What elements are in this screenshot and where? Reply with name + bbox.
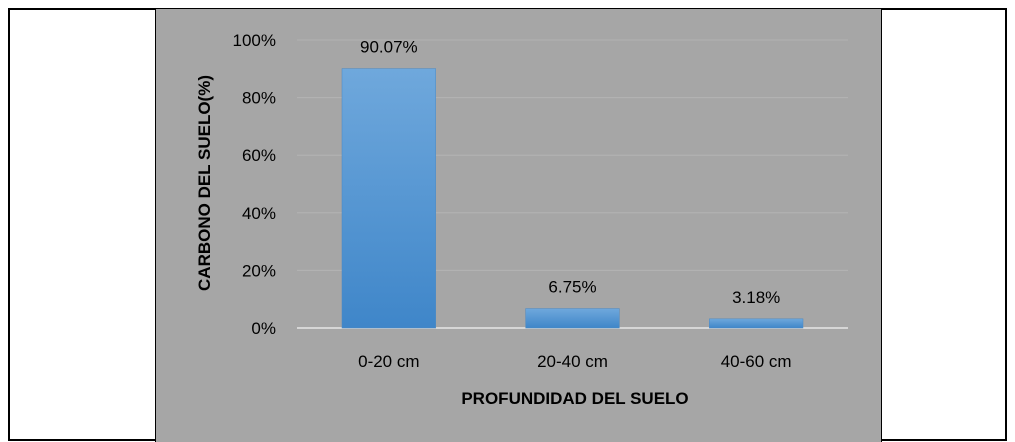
data-label: 3.18% (732, 288, 780, 307)
bar (525, 308, 620, 329)
x-tick-labels: 0-20 cm 20-40 cm 40-60 cm (358, 352, 791, 371)
bar (709, 318, 804, 329)
data-labels: 90.07% 6.75% 3.18% (360, 38, 780, 307)
x-axis-title: PROFUNDIDAD DEL SUELO (461, 389, 688, 408)
bar (341, 68, 436, 329)
bars (341, 68, 804, 329)
x-tick-label: 20-40 cm (537, 352, 608, 371)
data-label: 6.75% (548, 278, 596, 297)
chart-area (155, 9, 882, 442)
x-tick-label: 40-60 cm (721, 352, 792, 371)
x-tick-label: 0-20 cm (358, 352, 419, 371)
y-tick-label: 80% (242, 89, 276, 108)
y-tick-labels: 0% 20% 40% 60% 80% 100% (233, 31, 276, 338)
y-tick-label: 0% (251, 319, 276, 338)
data-label: 90.07% (360, 38, 418, 57)
y-tick-label: 40% (242, 204, 276, 223)
y-tick-label: 100% (233, 31, 276, 50)
y-tick-label: 20% (242, 261, 276, 280)
y-axis-title: CARBONO DEL SUELO(%) (195, 75, 214, 291)
y-tick-label: 60% (242, 146, 276, 165)
